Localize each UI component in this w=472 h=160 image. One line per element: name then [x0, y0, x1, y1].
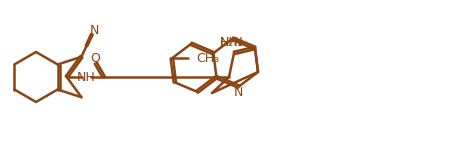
Text: CH₃: CH₃ — [196, 52, 219, 65]
Text: NH₂: NH₂ — [220, 36, 244, 48]
Text: N: N — [234, 86, 244, 99]
Text: NH: NH — [76, 71, 95, 84]
Text: N: N — [89, 24, 99, 37]
Text: O: O — [90, 52, 100, 64]
Text: H₂N: H₂N — [220, 36, 244, 48]
